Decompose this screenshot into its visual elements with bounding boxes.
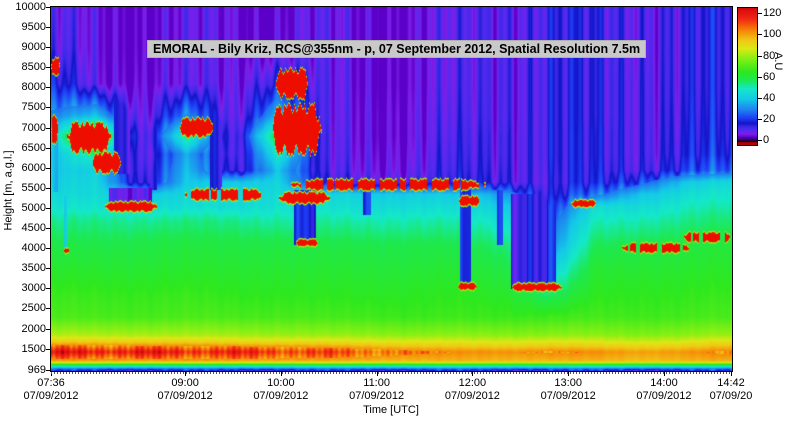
y-tick-mark — [46, 207, 50, 209]
colorbar — [737, 7, 758, 146]
y-tick-label: 4500 — [21, 222, 46, 235]
y-tick-mark — [46, 288, 50, 290]
y-tick-label: 6500 — [21, 141, 46, 154]
x-tick-time-label: 09:00 — [171, 377, 199, 389]
y-tick-mark — [46, 107, 50, 109]
x-tick-date-label: 07/09/2012 — [444, 390, 500, 402]
y-tick-label: 9000 — [21, 41, 46, 54]
y-tick-label: 969 — [27, 364, 46, 376]
colorbar-tick-mark — [758, 55, 762, 57]
x-tick-time-label: 10:00 — [267, 377, 295, 389]
x-tick-time-label: 14:00 — [650, 377, 678, 389]
colorbar-tick-mark — [758, 34, 762, 36]
y-tick-label: 2000 — [21, 322, 46, 335]
x-tick-mark — [663, 372, 665, 376]
y-tick-label: 5500 — [21, 181, 46, 194]
x-tick-date-label: 07/09/2012 — [349, 390, 405, 402]
y-tick-mark — [46, 248, 50, 250]
colorbar-tick-label: 120 — [763, 7, 782, 20]
colorbar-tick-mark — [758, 140, 762, 141]
plot-title: EMORAL - Bily Kriz, RCS@355nm - p, 07 Se… — [147, 40, 647, 58]
x-tick-time-label: 13:00 — [554, 377, 582, 389]
y-tick-mark — [46, 328, 50, 330]
colorbar-tick-label: 100 — [763, 28, 782, 41]
y-tick-mark — [46, 167, 50, 169]
x-axis-title: Time [UTC] — [363, 404, 419, 416]
plot-area — [50, 6, 733, 372]
x-tick-date-label: 07/09/2012 — [540, 390, 596, 402]
colorbar-tick-mark — [758, 76, 762, 78]
y-tick-mark — [46, 268, 50, 270]
x-tick-date-label: 07/09/2012 — [157, 390, 213, 402]
y-tick-label: 8500 — [21, 61, 46, 74]
colorbar-tick-label: 0 — [763, 134, 770, 146]
x-tick-mark — [568, 372, 570, 376]
x-tick-date-label: 07/09/2012 — [23, 390, 79, 402]
colorbar-tick-mark — [758, 118, 762, 120]
x-tick-date-label: 07/09/20 — [709, 390, 753, 402]
y-tick-label: 6000 — [21, 161, 46, 174]
y-tick-label: 5000 — [21, 201, 46, 214]
x-tick-time-label: 14:42 — [717, 377, 745, 389]
x-tick-time-label: 11:00 — [363, 377, 390, 389]
x-tick-mark — [376, 372, 378, 376]
x-axis-minor-ticks — [51, 372, 732, 374]
y-tick-mark — [46, 308, 50, 310]
y-tick-mark — [46, 27, 50, 29]
x-tick-mark — [731, 372, 732, 376]
y-tick-mark — [46, 187, 50, 189]
heatmap-canvas — [51, 7, 732, 371]
x-tick-time-label: 12:00 — [458, 377, 487, 389]
colorbar-tick-mark — [758, 97, 762, 99]
y-tick-mark — [46, 47, 50, 49]
x-tick-date-label: 07/09/2012 — [636, 390, 692, 402]
y-tick-label: 3500 — [21, 262, 46, 275]
y-tick-mark — [46, 67, 50, 69]
y-tick-mark — [46, 7, 50, 8]
y-tick-mark — [46, 127, 50, 129]
colorbar-tick-label: 80 — [763, 49, 776, 62]
y-tick-label: 1500 — [21, 342, 46, 355]
colorbar-tick-mark — [758, 13, 762, 15]
colorbar-tick-label: 20 — [763, 112, 776, 125]
y-tick-label: 10000 — [15, 1, 46, 13]
y-tick-mark — [46, 370, 50, 371]
y-tick-label: 9500 — [21, 21, 46, 34]
colorbar-unit-label: A.U — [772, 52, 784, 71]
y-tick-label: 3000 — [21, 282, 46, 295]
y-tick-mark — [46, 87, 50, 89]
x-tick-mark — [185, 372, 187, 376]
x-tick-mark — [51, 372, 52, 376]
x-tick-mark — [472, 372, 474, 376]
colorbar-tick-label: 40 — [763, 91, 776, 104]
y-tick-mark — [46, 228, 50, 230]
y-tick-label: 2500 — [21, 302, 46, 315]
y-tick-mark — [46, 147, 50, 149]
y-tick-mark — [46, 348, 50, 350]
colorbar-tick-label: 60 — [763, 70, 776, 83]
y-tick-label: 4000 — [21, 242, 46, 255]
x-tick-mark — [280, 372, 282, 376]
y-tick-label: 8000 — [21, 81, 46, 94]
y-tick-label: 7500 — [21, 101, 46, 114]
x-tick-time-label: 07:36 — [37, 377, 65, 389]
y-tick-label: 7000 — [21, 121, 46, 134]
x-tick-date-label: 07/09/2012 — [253, 390, 309, 402]
